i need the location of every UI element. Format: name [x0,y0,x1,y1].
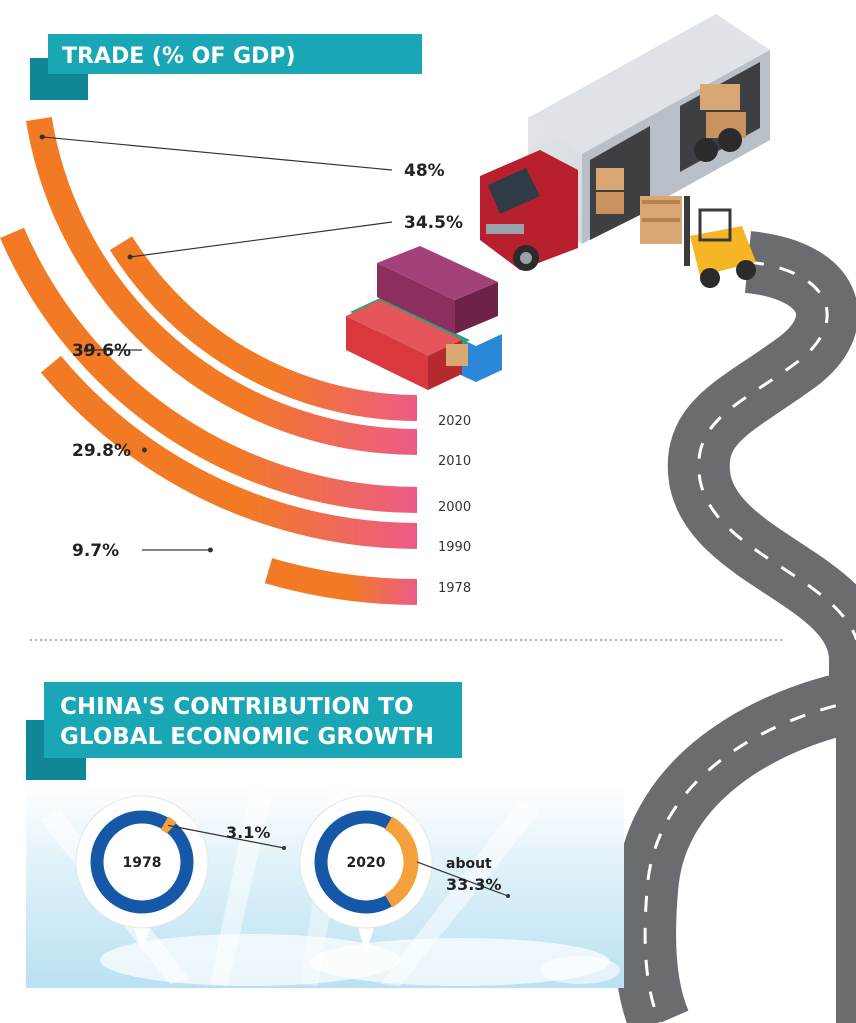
trade-arc-2010 [23,114,419,458]
contribution-title-line2: GLOBAL ECONOMIC GROWTH [60,724,434,750]
donut-rest-segment [90,810,194,914]
trade-arc-1990 [38,353,419,552]
donut-leader-dot [506,894,510,898]
contribution-donut-charts: 1978 3.1% 2020 about 33.3% [75,795,510,954]
donut-leader-line [416,861,509,897]
donut-chart-1978: 1978 3.1% [75,795,286,954]
donut-value-label: 3.1% [226,823,270,842]
trade-value-label-2010: 48% [404,161,445,181]
donut-value-prefix: about [446,856,492,872]
trade-year-label-2000: 2000 [438,500,471,515]
donut-leader-dot [282,846,286,850]
trade-value-label-2000: 39.6% [72,341,131,361]
trade-leader-dot-1990 [141,447,147,453]
forklift-illustration [640,196,756,288]
trade-value-label-1990: 29.8% [72,441,131,461]
trade-leader-line-2020 [129,221,393,258]
donut-value-segment [313,809,419,915]
trade-arc-1978 [262,555,419,608]
trade-arc-2020 [107,233,419,424]
contribution-section-header: CHINA'S CONTRIBUTION TO GLOBAL ECONOMIC … [26,682,462,780]
trade-year-label-2010: 2010 [438,454,471,469]
trade-value-label-1978: 9.7% [72,541,119,561]
trade-year-label-1990: 1990 [438,540,471,555]
road-illustration [614,231,856,1023]
donut-pin [132,920,152,954]
trade-leader-line-2010 [42,136,393,171]
shipping-containers-illustration [346,246,502,390]
trade-leader-dot-1978 [207,547,213,553]
trade-year-label-1978: 1978 [438,581,471,596]
contribution-title-line1: CHINA'S CONTRIBUTION TO [60,694,414,720]
donut-value-segment [89,809,195,915]
trade-arc-chart: 1978 9.7% 1990 29.8% 2000 39.6% 2010 48% 2020 34.… [0,114,471,608]
trade-leader-dot-2010 [39,134,45,140]
donut-leader-line [168,824,285,849]
trade-section-title: TRADE (% OF GDP) [62,44,296,69]
trade-arc-2000 [0,225,419,516]
donut-year-label: 2020 [347,855,386,871]
trade-year-label-2020: 2020 [438,414,471,429]
donut-chart-2020: 2020 about 33.3% [299,795,510,954]
donut-year-label: 1978 [123,855,162,871]
trade-leader-dot-2020 [127,254,133,260]
trade-value-label-2020: 34.5% [404,213,463,233]
truck-illustration [480,14,770,271]
trade-section-header: TRADE (% OF GDP) [30,34,422,100]
donut-value-label: 33.3% [446,875,502,894]
donut-pin [356,920,376,954]
trade-leader-dot-2000 [83,347,89,353]
